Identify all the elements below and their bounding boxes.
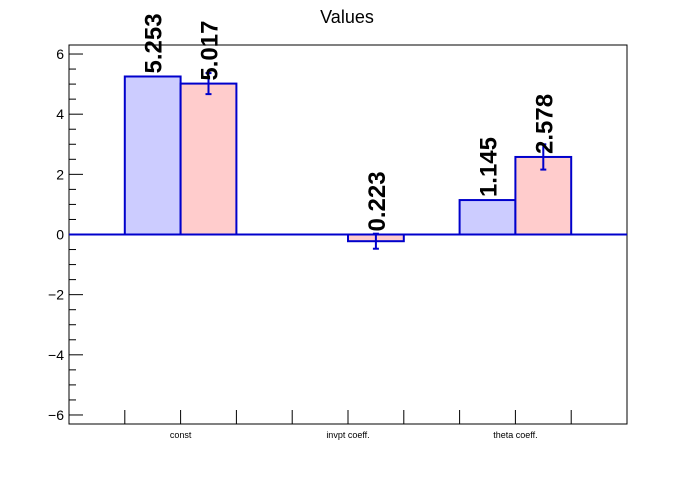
y-tick-label: 2 [56, 166, 64, 182]
y-tick-label: 6 [56, 46, 64, 62]
data-label: 1.145 [476, 137, 503, 197]
data-label: 5.253 [141, 13, 168, 73]
y-tick-label: −2 [48, 287, 64, 303]
y-tick-label: 0 [56, 227, 64, 243]
y-tick-label: 4 [56, 106, 64, 122]
y-tick-label: −6 [48, 407, 64, 423]
x-category-label: const [170, 430, 192, 440]
chart-title: Values [320, 7, 374, 27]
bar [123, 75, 182, 236]
data-label: 2.578 [531, 94, 558, 154]
data-label: 0.223 [364, 171, 391, 231]
y-tick-label: −4 [48, 347, 64, 363]
plot-area: −6 −4 −2 0 2 4 6 const 5.253 5.017 invpt coeff. 0.2… [48, 13, 628, 440]
x-category-label: theta coeff. [493, 430, 537, 440]
bar [179, 82, 238, 236]
bar [458, 199, 517, 236]
x-category-label: invpt coeff. [326, 430, 369, 440]
data-label: 5.017 [197, 21, 224, 81]
